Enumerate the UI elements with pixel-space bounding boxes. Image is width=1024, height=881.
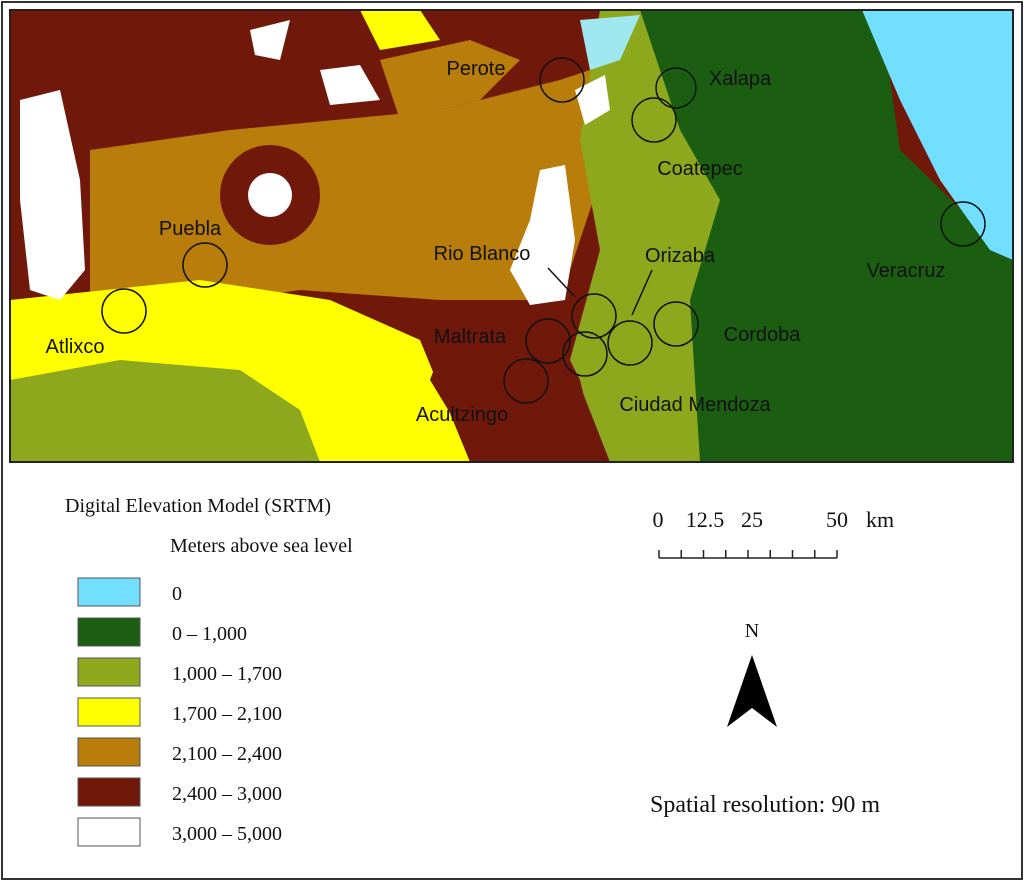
- city-label: Puebla: [159, 218, 222, 240]
- legend-swatch: [77, 737, 141, 767]
- city-label: Coatepec: [657, 158, 743, 180]
- legend-swatch: [77, 697, 141, 727]
- north-arrow: [727, 655, 777, 727]
- scale-unit: km: [866, 507, 894, 532]
- city-label: Ciudad Mendoza: [619, 394, 771, 416]
- legend-swatch: [77, 617, 141, 647]
- city-label: Veracruz: [867, 260, 946, 282]
- resolution: Spatial resolution: 90 m: [650, 792, 880, 818]
- legend-title: Digital Elevation Model (SRTM): [65, 495, 331, 517]
- scale-label: 12.5: [686, 507, 725, 532]
- scale-label: 0: [653, 507, 664, 532]
- north-label: N: [745, 620, 759, 642]
- city-label: Orizaba: [645, 245, 716, 267]
- legend-swatch: [77, 577, 141, 607]
- map: Perote Xalapa Coatepec Veracruz Puebla R…: [9, 9, 1014, 463]
- legend-label: 0: [172, 583, 182, 605]
- legend-swatch: [77, 777, 141, 807]
- legend: 0 0 – 1,000 1,000 – 1,700 1,700 – 2,100 2,10…: [77, 577, 282, 847]
- city-label: Atlixco: [46, 336, 105, 358]
- legend-label: 0 – 1,000: [172, 623, 247, 645]
- legend-swatch: [77, 817, 141, 847]
- legend-swatch: [77, 657, 141, 687]
- city-label: Perote: [447, 58, 506, 80]
- scale-bar: 0 12.5 25 50 km: [653, 507, 894, 559]
- legend-label: 3,000 – 5,000: [172, 823, 282, 845]
- legend-label: 1,700 – 2,100: [172, 703, 282, 725]
- legend-subtitle: Meters above sea level: [170, 535, 353, 557]
- city-label: Cordoba: [724, 324, 802, 346]
- city-label: Rio Blanco: [434, 243, 531, 265]
- scale-label: 50: [826, 507, 848, 532]
- legend-label: 1,000 – 1,700: [172, 663, 282, 685]
- legend-label: 2,100 – 2,400: [172, 743, 282, 765]
- scale-label: 25: [741, 507, 763, 532]
- city-label: Xalapa: [709, 68, 772, 90]
- city-label: Acultzingo: [416, 404, 508, 426]
- legend-label: 2,400 – 3,000: [172, 783, 282, 805]
- city-label: Maltrata: [434, 326, 507, 348]
